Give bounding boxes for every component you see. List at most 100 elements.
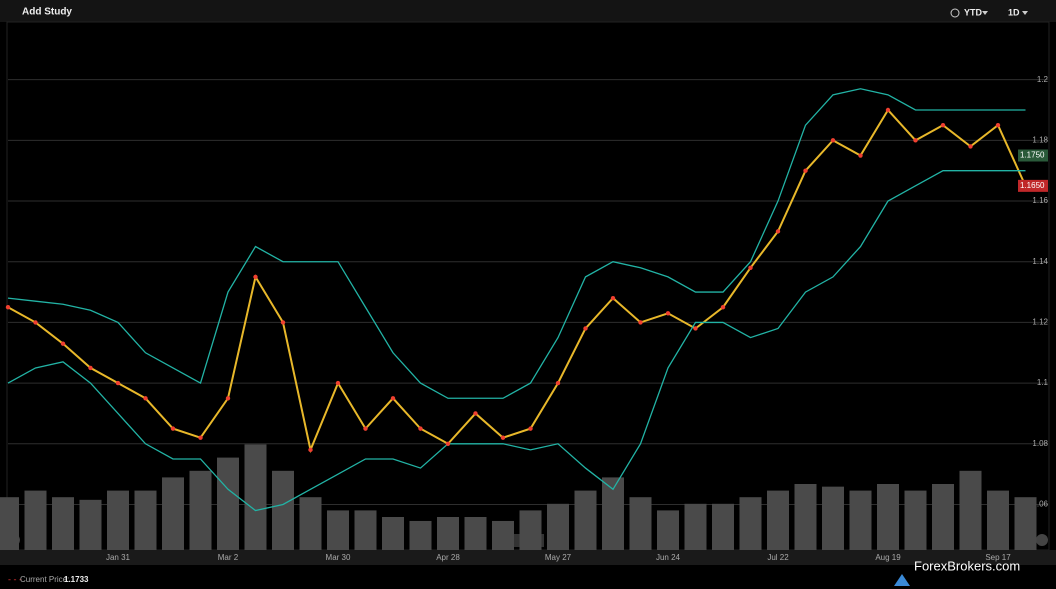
volume-bar (492, 520, 514, 550)
price-point (5, 305, 11, 310)
volume-bar (409, 520, 432, 550)
volume-bar (79, 499, 102, 550)
price-label: 1.1750 (1020, 151, 1045, 160)
current-price-marker: - - - (8, 574, 22, 584)
volume-bar (904, 490, 927, 550)
price-point (60, 341, 66, 346)
price-point (995, 122, 1001, 128)
price-point (88, 365, 93, 371)
scroll-right[interactable] (1036, 534, 1048, 546)
price-point (555, 380, 561, 386)
x-tick-label: May 27 (545, 553, 572, 562)
x-tick-label: Sep 17 (985, 553, 1011, 562)
volume-bar (1014, 497, 1037, 550)
price-label-box (1018, 149, 1048, 162)
price-point (363, 426, 368, 431)
price-point (528, 426, 533, 431)
price-point (253, 274, 258, 280)
clock-icon (950, 8, 960, 18)
price-label-box (1018, 179, 1048, 192)
x-tick-label: Jan 31 (106, 553, 131, 562)
y-tick-label: 1.18 (1032, 135, 1048, 144)
price-point (913, 138, 918, 143)
volume-bar (24, 490, 47, 550)
y-tick-label: 1.12 (1032, 318, 1048, 327)
volume-bar (712, 503, 734, 550)
volume-bar (437, 517, 459, 550)
volume-bar (354, 510, 377, 550)
volume-bar (877, 484, 899, 550)
price-point (225, 396, 231, 401)
price-point (143, 396, 148, 401)
interval-selector[interactable]: 1D (1008, 7, 1020, 17)
price-point (115, 380, 121, 386)
volume-bar (327, 510, 349, 550)
y-tick-label: 1.14 (1032, 257, 1048, 266)
price-point (940, 122, 946, 128)
volume-bar (959, 470, 982, 550)
price-point (748, 265, 753, 270)
volume-bar (107, 490, 129, 550)
price-point (693, 326, 698, 331)
volume-bar (382, 517, 404, 550)
y-tick-label: 1.06 (1032, 500, 1048, 509)
volume-bar (464, 517, 487, 550)
plot-frame (6, 21, 1050, 551)
dropdown-arrows (982, 11, 1028, 15)
y-tick-label: 1.2 (1037, 75, 1049, 84)
price-point (500, 435, 506, 440)
volume-bar (767, 490, 789, 550)
volume-bar (574, 490, 597, 550)
volume-bar (134, 490, 157, 550)
price-point (335, 380, 341, 386)
volume-bar (162, 477, 184, 550)
price-point (390, 396, 396, 401)
price-point (638, 320, 643, 325)
price-point (858, 153, 863, 158)
current-price-label: Current Price: (20, 575, 69, 584)
band-line (7, 88, 1026, 399)
x-tick-label: Jun 24 (656, 553, 681, 562)
price-point (33, 320, 38, 325)
x-tick-label: Apr 28 (436, 553, 460, 562)
volume-bar (739, 497, 762, 550)
price-point (830, 138, 836, 143)
toolbar (0, 0, 1056, 22)
volume-bar (932, 484, 954, 550)
volume-bar (189, 470, 212, 550)
price-point (775, 229, 781, 234)
volume-bar (629, 497, 652, 550)
range-selector[interactable]: YTD (964, 7, 983, 17)
volume-bar (602, 477, 624, 550)
volume-bar (547, 503, 569, 550)
price-point (720, 305, 726, 310)
price-line (7, 108, 1027, 454)
volume-bar (244, 444, 267, 550)
price-point (280, 320, 286, 325)
price-point (803, 168, 808, 173)
volume-bar (794, 484, 817, 550)
volume-bar (684, 503, 707, 550)
price-label: 1.1650 (1020, 181, 1045, 190)
volume-bar (657, 510, 679, 550)
volume-bar (822, 486, 844, 550)
price-point (583, 326, 588, 331)
volume-bar (0, 497, 19, 550)
volume-bar (519, 510, 542, 550)
volume-bar (272, 470, 294, 550)
price-point (665, 311, 671, 316)
current-price: 1.1733 (64, 575, 89, 584)
volume-bar (849, 490, 872, 550)
band-line (7, 170, 1026, 512)
add-study-button[interactable]: Add Study (22, 7, 72, 18)
price-point (610, 295, 616, 301)
x-tick-label: Mar 30 (326, 553, 351, 562)
logo-icon (894, 574, 910, 586)
volume-bar (52, 497, 74, 550)
y-tick-label: 1.1 (1037, 378, 1049, 387)
y-tick-label: 1.08 (1032, 439, 1048, 448)
x-tick-label: Aug 19 (875, 553, 901, 562)
volume-bar (299, 497, 322, 550)
